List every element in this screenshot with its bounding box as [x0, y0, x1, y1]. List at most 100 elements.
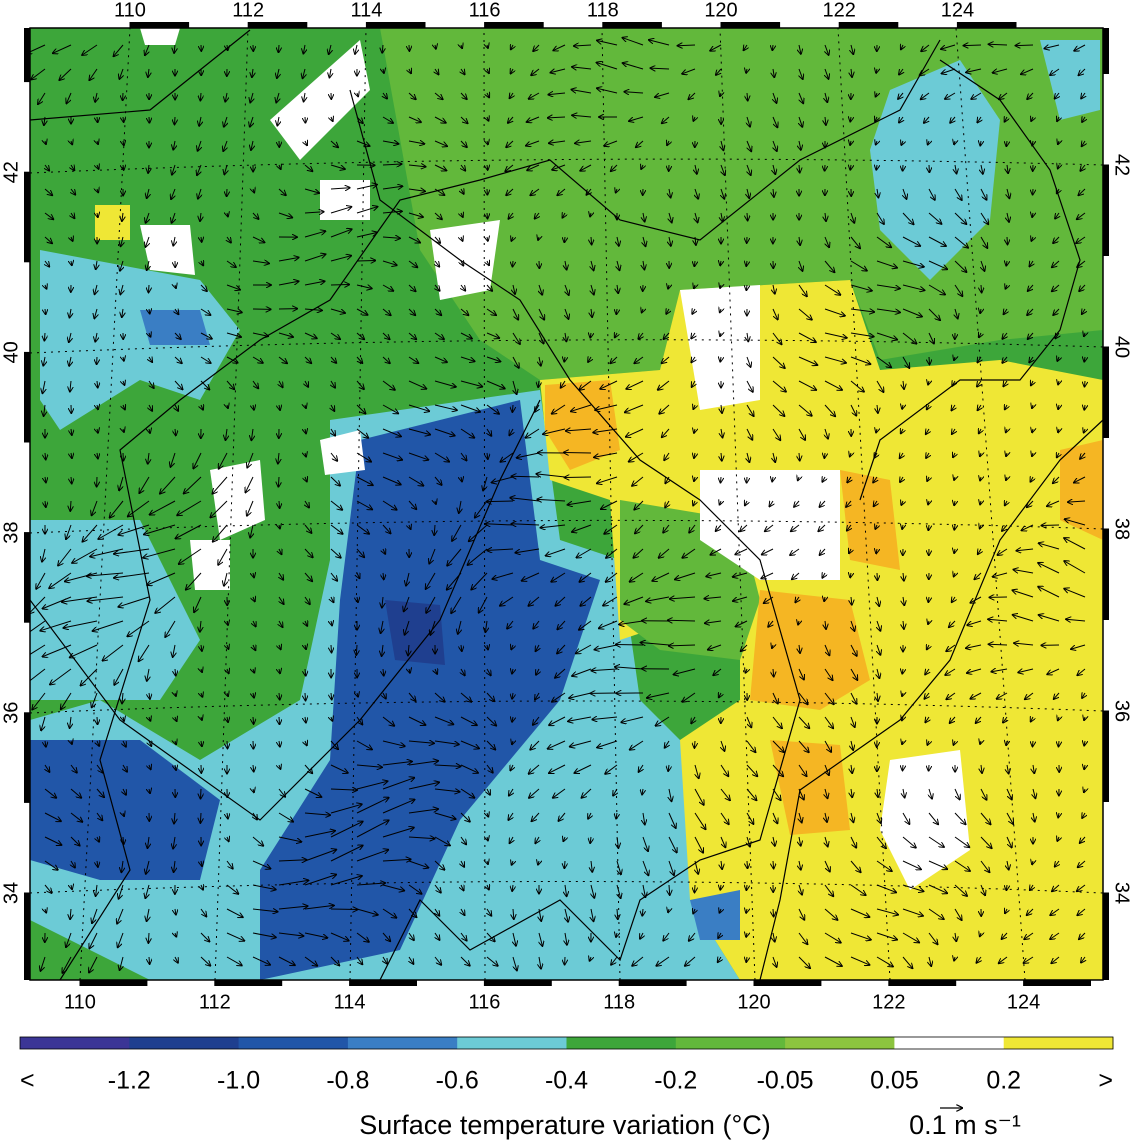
wind-arrow	[304, 332, 317, 338]
wind-arrow	[408, 92, 416, 99]
wind-arrow	[186, 572, 202, 590]
wind-arrow	[616, 309, 617, 314]
wind-arrow	[1085, 380, 1086, 387]
wind-arrow	[1059, 740, 1060, 746]
wind-arrow	[610, 356, 618, 363]
wind-arrow	[304, 831, 335, 838]
wind-arrow	[123, 405, 125, 409]
wind-arrow	[434, 765, 461, 766]
wind-arrow	[538, 308, 544, 320]
wind-arrow	[629, 116, 644, 121]
wind-arrow	[122, 308, 123, 317]
wind-arrow	[226, 356, 238, 363]
wind-arrow	[570, 740, 592, 747]
frame-bar	[130, 22, 190, 28]
wind-arrow	[357, 693, 358, 697]
wind-arrow	[67, 92, 72, 103]
wind-arrow	[149, 284, 150, 292]
wind-arrow	[486, 764, 493, 773]
wind-arrow	[119, 68, 123, 79]
wind-arrow	[147, 908, 149, 921]
wind-arrow	[247, 452, 254, 468]
frame-bar	[721, 22, 781, 28]
wind-arrow	[123, 813, 124, 816]
wind-arrow	[408, 116, 421, 122]
wind-arrow	[382, 404, 398, 413]
color-region	[840, 470, 900, 570]
wind-arrow	[382, 428, 401, 436]
wind-arrow	[253, 597, 255, 601]
wind-arrow	[590, 333, 591, 338]
wind-arrow	[252, 261, 269, 263]
wind-arrow	[304, 164, 312, 171]
colorbar-swatch	[785, 1037, 895, 1049]
wind-arrow	[198, 188, 201, 199]
wind-arrow	[81, 668, 98, 686]
wind-arrow	[357, 93, 358, 96]
wind-arrow	[434, 428, 455, 436]
wind-arrow	[511, 45, 513, 49]
wind-arrow	[198, 140, 201, 151]
wind-arrow	[746, 261, 747, 266]
wind-arrow	[569, 692, 592, 698]
wind-arrow	[606, 548, 618, 558]
wind-arrow	[227, 669, 229, 673]
wind-arrow	[409, 669, 410, 673]
color-region	[320, 180, 370, 220]
wind-arrow	[511, 237, 513, 241]
wind-arrow	[278, 281, 299, 286]
color-region	[190, 540, 230, 590]
wind-arrow	[668, 620, 696, 621]
wind-arrow	[193, 452, 202, 468]
wind-arrow	[382, 380, 395, 390]
wind-arrow	[434, 836, 450, 845]
wind-arrow	[408, 452, 428, 460]
wind-arrow	[434, 740, 459, 744]
wind-arrow	[773, 908, 774, 916]
wind-arrow	[110, 500, 124, 518]
wind-arrow	[513, 284, 515, 294]
wind-arrow	[772, 45, 773, 50]
wind-arrow	[382, 141, 398, 144]
wind-arrow	[70, 836, 80, 846]
wind-arrow	[278, 258, 299, 262]
wind-arrow	[45, 500, 46, 507]
wind-arrow	[452, 524, 462, 541]
colorbar-label: >	[1098, 1067, 1113, 1095]
wind-arrow	[219, 452, 228, 469]
wind-arrow	[44, 860, 58, 870]
wind-arrow	[435, 669, 437, 674]
wind-arrow	[435, 284, 440, 291]
wind-arrow	[279, 549, 282, 554]
wind-arrow	[201, 644, 202, 651]
wind-arrow	[305, 141, 307, 145]
frame-bar	[1023, 980, 1091, 986]
wind-arrow	[62, 956, 72, 973]
wind-arrow	[149, 357, 152, 362]
wind-arrow	[565, 477, 592, 478]
frame-bar	[754, 980, 822, 986]
frame-bar	[1103, 711, 1109, 802]
wind-arrow	[513, 260, 514, 267]
wind-arrow	[617, 284, 618, 293]
right-lat-label: 36	[1111, 700, 1133, 722]
wind-arrow	[148, 932, 149, 943]
wind-arrow	[149, 309, 150, 314]
wind-arrow	[406, 572, 409, 586]
wind-arrow	[330, 740, 338, 749]
wind-arrow	[305, 429, 306, 433]
wind-arrow	[460, 740, 479, 748]
wind-arrow	[561, 380, 565, 388]
wind-arrow	[89, 956, 98, 973]
wind-arrow	[954, 525, 955, 530]
wind-arrow	[876, 165, 877, 170]
wind-arrow	[331, 597, 334, 602]
wind-arrow	[460, 932, 467, 941]
wind-arrow	[123, 117, 124, 122]
wind-arrow	[305, 716, 306, 723]
wind-arrow	[487, 117, 489, 121]
wind-arrow	[408, 644, 409, 655]
wind-arrow	[460, 956, 470, 966]
wind-arrow	[139, 644, 150, 661]
wind-arrow	[468, 548, 488, 565]
